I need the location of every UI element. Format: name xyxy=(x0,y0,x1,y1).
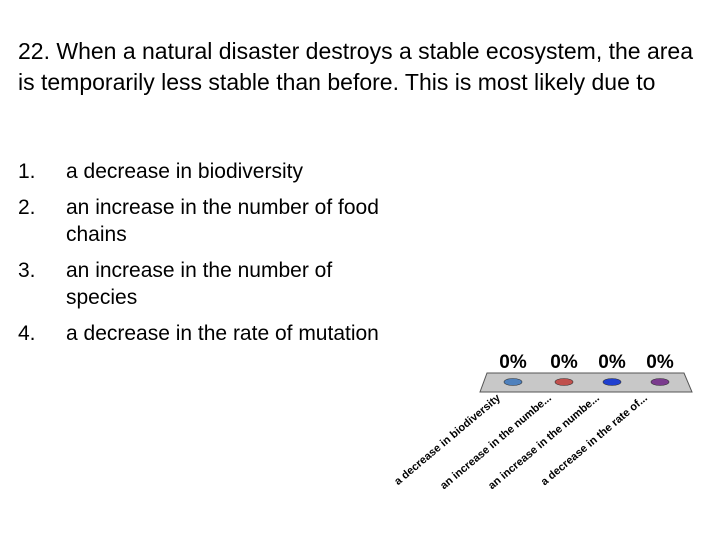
choice-text: a decrease in the rate of mutation xyxy=(66,322,379,345)
choice-number: 1. xyxy=(18,160,36,183)
bar-base-2 xyxy=(554,378,574,386)
value-label-3: 0% xyxy=(598,352,626,373)
choice-text: an increase in the number of food chains xyxy=(66,196,379,246)
bar-base-1 xyxy=(503,378,523,386)
value-label-4: 0% xyxy=(646,352,674,373)
chart-floor xyxy=(479,372,693,393)
answer-choices: 1. a decrease in biodiversity 2. an incr… xyxy=(0,158,380,356)
answer-choice-4: 4. a decrease in the rate of mutation xyxy=(0,320,380,347)
answer-choice-1: 1. a decrease in biodiversity xyxy=(0,158,380,185)
question-text: 22. When a natural disaster destroys a s… xyxy=(18,38,694,95)
choice-text: a decrease in biodiversity xyxy=(66,160,303,183)
answer-choice-3: 3. an increase in the number of species xyxy=(0,257,380,311)
answer-choice-2: 2. an increase in the number of food cha… xyxy=(0,194,380,248)
choice-number: 3. xyxy=(18,259,36,282)
bar-base-3 xyxy=(602,378,622,386)
value-label-1: 0% xyxy=(499,352,527,373)
bar-base-4 xyxy=(650,378,670,386)
choice-number: 2. xyxy=(18,196,36,219)
value-label-2: 0% xyxy=(550,352,578,373)
choice-text: an increase in the number of species xyxy=(66,259,333,309)
choice-number: 4. xyxy=(18,322,36,345)
